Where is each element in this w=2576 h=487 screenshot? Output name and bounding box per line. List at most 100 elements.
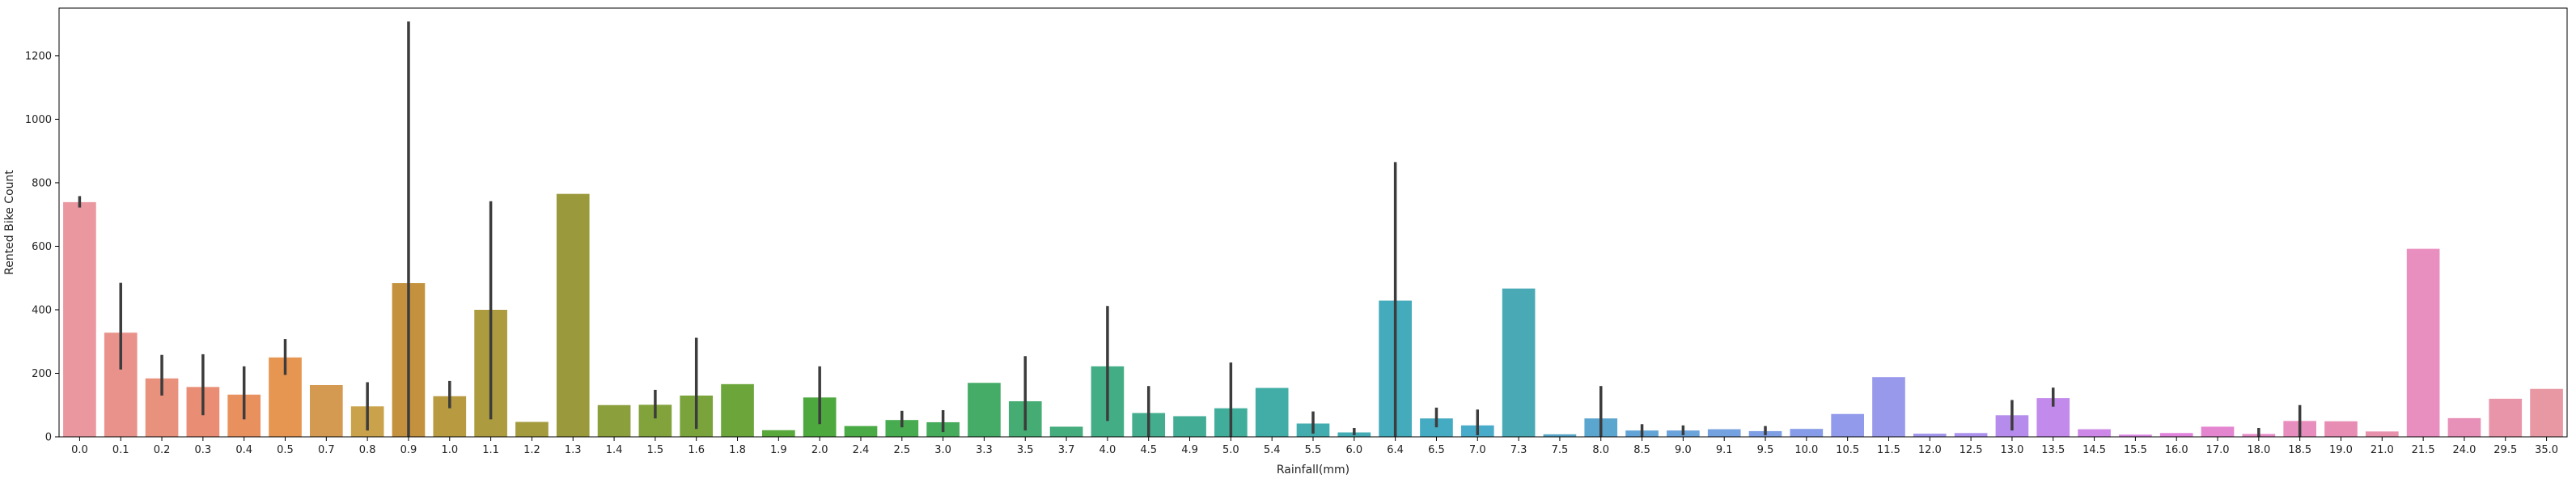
x-tick-label: 7.5 xyxy=(1552,444,1569,456)
bar xyxy=(515,421,549,437)
x-tick-label: 1.9 xyxy=(770,444,787,456)
x-tick-label: 18.0 xyxy=(2247,444,2270,456)
x-tick-label: 0.3 xyxy=(195,444,212,456)
x-tick-label: 10.0 xyxy=(1794,444,1818,456)
bar xyxy=(1707,429,1741,437)
y-tick-label: 200 xyxy=(32,368,52,380)
x-tick-label: 21.0 xyxy=(2371,444,2394,456)
bar xyxy=(2324,421,2358,437)
x-tick-label: 3.0 xyxy=(934,444,951,456)
x-tick-label: 3.3 xyxy=(976,444,993,456)
y-tick-label: 0 xyxy=(45,432,52,444)
x-tick-label: 0.5 xyxy=(277,444,294,456)
bar xyxy=(556,193,590,438)
x-tick-label: 5.4 xyxy=(1264,444,1281,456)
x-tick-label: 6.5 xyxy=(1428,444,1445,456)
bar xyxy=(1790,429,1824,437)
x-tick-label: 21.5 xyxy=(2412,444,2435,456)
x-tick-label: 13.0 xyxy=(2000,444,2023,456)
x-tick-label: 10.5 xyxy=(1836,444,1859,456)
x-tick-label: 4.0 xyxy=(1099,444,1116,456)
y-axis: 0 200 400 600 800 1000 1200 xyxy=(25,50,59,444)
bar xyxy=(597,404,631,437)
x-tick-label: 1.8 xyxy=(729,444,746,456)
bar xyxy=(2365,431,2399,437)
bars-layer xyxy=(63,193,2563,438)
x-tick-label: 7.3 xyxy=(1510,444,1527,456)
x-tick-label: 12.0 xyxy=(1918,444,1942,456)
bar xyxy=(2406,248,2440,437)
x-tick-label: 8.0 xyxy=(1592,444,1609,456)
x-tick-label: 6.4 xyxy=(1387,444,1404,456)
x-tick-label: 18.5 xyxy=(2288,444,2311,456)
bar xyxy=(1502,288,1536,437)
x-axis-label: Rainfall(mm) xyxy=(1277,464,1349,476)
bar xyxy=(2201,426,2235,437)
x-tick-label: 1.6 xyxy=(688,444,705,456)
x-tick-label: 0.1 xyxy=(112,444,129,456)
x-tick-label: 5.5 xyxy=(1305,444,1322,456)
x-tick-label: 4.9 xyxy=(1181,444,1198,456)
bar xyxy=(1255,387,1289,437)
x-tick-label: 9.5 xyxy=(1757,444,1774,456)
bar xyxy=(1831,413,1864,437)
bar xyxy=(1872,377,1905,437)
bar xyxy=(1913,434,1947,437)
x-tick-label: 15.5 xyxy=(2124,444,2147,456)
x-tick-label: 9.1 xyxy=(1716,444,1733,456)
bar xyxy=(2119,434,2152,437)
x-tick-label: 1.5 xyxy=(647,444,664,456)
x-tick-label: 17.0 xyxy=(2206,444,2230,456)
x-tick-label: 11.5 xyxy=(1877,444,1900,456)
bar xyxy=(762,430,795,437)
x-tick-label: 29.5 xyxy=(2493,444,2517,456)
x-tick-label: 1.4 xyxy=(606,444,623,456)
x-tick-label: 3.5 xyxy=(1017,444,1034,456)
bar xyxy=(1420,418,1453,437)
x-tick-label: 9.0 xyxy=(1675,444,1692,456)
x-tick-label: 1.3 xyxy=(565,444,582,456)
bar xyxy=(2078,429,2111,437)
x-tick-label: 3.7 xyxy=(1058,444,1075,456)
y-tick-label: 1200 xyxy=(25,50,52,62)
bar xyxy=(1543,434,1577,437)
x-tick-label: 13.5 xyxy=(2041,444,2065,456)
x-tick-label: 0.8 xyxy=(359,444,376,456)
bar xyxy=(1049,426,1083,437)
y-tick-label: 600 xyxy=(32,241,52,253)
x-tick-label: 0.4 xyxy=(235,444,252,456)
bar xyxy=(721,383,754,437)
x-tick-label: 2.4 xyxy=(853,444,870,456)
bar xyxy=(1173,416,1206,437)
x-tick-label: 0.2 xyxy=(154,444,171,456)
x-tick-label: 0.7 xyxy=(318,444,335,456)
x-tick-label: 1.0 xyxy=(441,444,458,456)
x-tick-label: 24.0 xyxy=(2452,444,2476,456)
bar xyxy=(2530,388,2563,437)
x-tick-label: 14.5 xyxy=(2082,444,2106,456)
bar xyxy=(968,383,1001,437)
x-tick-label: 5.0 xyxy=(1222,444,1239,456)
x-tick-label: 19.0 xyxy=(2329,444,2353,456)
x-axis: 0.0 0.1 0.2 0.3 0.4 0.5 0.7 0.8 0.9 1.0 1.1 1.2 1.3 1… xyxy=(71,437,2558,456)
x-tick-label: 16.0 xyxy=(2165,444,2188,456)
bar xyxy=(844,426,878,437)
x-tick-label: 2.5 xyxy=(893,444,910,456)
x-tick-label: 6.0 xyxy=(1345,444,1362,456)
x-tick-label: 4.5 xyxy=(1140,444,1157,456)
x-tick-label: 1.1 xyxy=(482,444,499,456)
x-tick-label: 2.0 xyxy=(811,444,828,456)
bar xyxy=(310,385,343,437)
bar xyxy=(2447,417,2481,437)
y-tick-label: 800 xyxy=(32,177,52,189)
x-tick-label: 35.0 xyxy=(2535,444,2558,456)
bar xyxy=(1954,433,1988,437)
bar xyxy=(2159,433,2193,437)
bar xyxy=(63,201,96,437)
x-tick-label: 12.5 xyxy=(1960,444,1983,456)
x-tick-label: 0.0 xyxy=(71,444,88,456)
x-tick-label: 7.0 xyxy=(1469,444,1486,456)
plot-frame xyxy=(58,7,2568,438)
x-tick-label: 8.5 xyxy=(1633,444,1650,456)
